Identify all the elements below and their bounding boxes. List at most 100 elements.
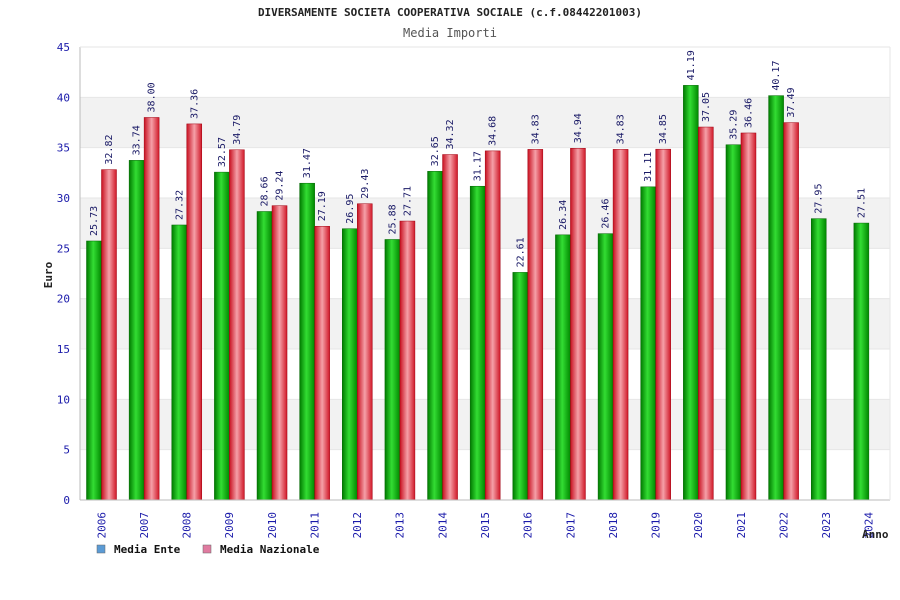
bar-media-ente-2013 [384,239,401,501]
data-label: 27.19 [317,191,328,221]
bar-media-nazionale-2018 [612,149,629,501]
bar-media-nazionale-2013 [399,220,416,501]
bar-media-ente-2010 [256,211,273,501]
x-tick-label: 2009 [223,512,236,539]
data-label: 28.66 [260,176,271,206]
x-tick-label: 2011 [308,512,321,539]
data-label: 26.95 [345,194,356,224]
legend-label: Media Ente [114,543,181,556]
legend-label: Media Nazionale [220,543,320,556]
x-tick-label: 2021 [735,512,748,539]
chart-title: DIVERSAMENTE SOCIETA COOPERATIVA SOCIALE… [257,6,643,19]
bar-media-nazionale-2010 [271,205,288,501]
y-tick-label: 45 [57,41,70,54]
y-tick-label: 20 [57,293,70,306]
data-label: 37.36 [189,89,200,119]
x-tick-label: 2022 [777,512,790,539]
y-tick-label: 40 [57,91,70,104]
bar-media-ente-2021 [725,144,742,501]
data-label: 27.32 [174,190,185,220]
bar-media-ente-2014 [427,171,443,501]
bar-media-nazionale-2017 [570,148,586,501]
x-tick-label: 2014 [436,512,449,539]
bar-media-ente-2007 [128,160,145,501]
bar-media-nazionale-2020 [698,126,714,501]
data-label: 37.05 [701,92,712,122]
bar-media-nazionale-2016 [527,149,544,501]
data-label: 37.49 [786,87,797,117]
bar-media-ente-2024 [853,222,870,501]
data-label: 41.19 [686,50,697,80]
data-label: 27.51 [856,188,867,218]
bar-media-ente-2017 [555,234,571,501]
y-tick-label: 35 [57,142,70,155]
y-tick-label: 25 [57,242,70,255]
x-tick-label: 2019 [650,512,663,539]
data-label: 26.34 [558,200,569,230]
bar-media-nazionale-2007 [143,117,160,501]
x-tick-label: 2016 [522,512,535,539]
legend-swatch [202,544,212,554]
legend-swatch [96,544,106,554]
y-tick-label: 10 [57,393,70,406]
data-label: 22.61 [515,237,526,267]
bar-media-ente-2008 [171,224,188,501]
x-axis-label: Anno [862,528,889,541]
data-label: 32.65 [430,136,441,166]
x-tick-label: 2007 [138,512,151,539]
y-tick-label: 15 [57,343,70,356]
data-label: 31.47 [302,148,313,178]
data-label: 27.71 [402,186,413,216]
data-label: 38.00 [147,82,158,112]
x-tick-label: 2010 [266,512,279,539]
bar-media-ente-2019 [640,186,656,501]
bar-media-nazionale-2022 [783,122,799,501]
x-tick-label: 2015 [479,512,492,539]
data-label: 34.83 [530,114,541,144]
data-label: 34.68 [488,116,499,146]
data-label: 25.88 [387,204,398,234]
bar-media-nazionale-2006 [101,169,117,501]
x-tick-label: 2013 [394,512,407,539]
x-tick-label: 2020 [692,512,705,539]
x-tick-label: 2017 [564,512,577,539]
data-label: 29.43 [360,169,371,199]
data-label: 35.29 [728,110,739,140]
bar-media-ente-2012 [342,228,358,501]
x-tick-label: 2012 [351,512,364,539]
y-tick-label: 5 [63,444,70,457]
bar-media-nazionale-2012 [357,203,373,501]
bar-media-ente-2011 [299,182,315,501]
data-label: 34.85 [658,114,669,144]
y-tick-label: 0 [63,494,70,507]
y-tick-label: 30 [57,192,70,205]
data-label: 36.46 [743,98,754,128]
bar-media-ente-2006 [86,240,102,501]
x-tick-label: 2006 [95,512,108,539]
bar-media-nazionale-2009 [229,149,245,501]
data-label: 27.95 [814,184,825,214]
x-tick-label: 2018 [607,512,620,539]
bar-media-ente-2018 [597,233,614,501]
data-labels-group: 25.73 32.82 33.74 38.00 27.32 37.36 32.57 34.79… [89,50,867,267]
bar-media-nazionale-2008 [186,123,203,501]
bars-group [86,85,870,501]
bar-media-ente-2022 [768,95,784,501]
bar-media-ente-2016 [512,272,529,501]
bar-media-ente-2020 [683,85,699,501]
bar-media-nazionale-2021 [740,132,757,501]
data-label: 34.79 [232,115,243,145]
x-tick-label: 2008 [181,512,194,539]
data-label: 32.57 [217,137,228,167]
data-label: 34.83 [616,114,627,144]
bar-media-ente-2015 [469,185,486,501]
x-tick-label: 2023 [820,512,833,539]
bar-media-nazionale-2019 [655,148,671,501]
bar-media-nazionale-2014 [442,154,458,501]
chart-subtitle: Media Importi [403,26,497,40]
data-label: 34.32 [445,119,456,149]
data-label: 31.17 [473,151,484,181]
axes-group: 0 5 10 15 20 25 30 35 40 45 2006 2007 2008 2009 2010 20… [57,41,891,539]
bar-media-nazionale-2011 [314,226,330,501]
